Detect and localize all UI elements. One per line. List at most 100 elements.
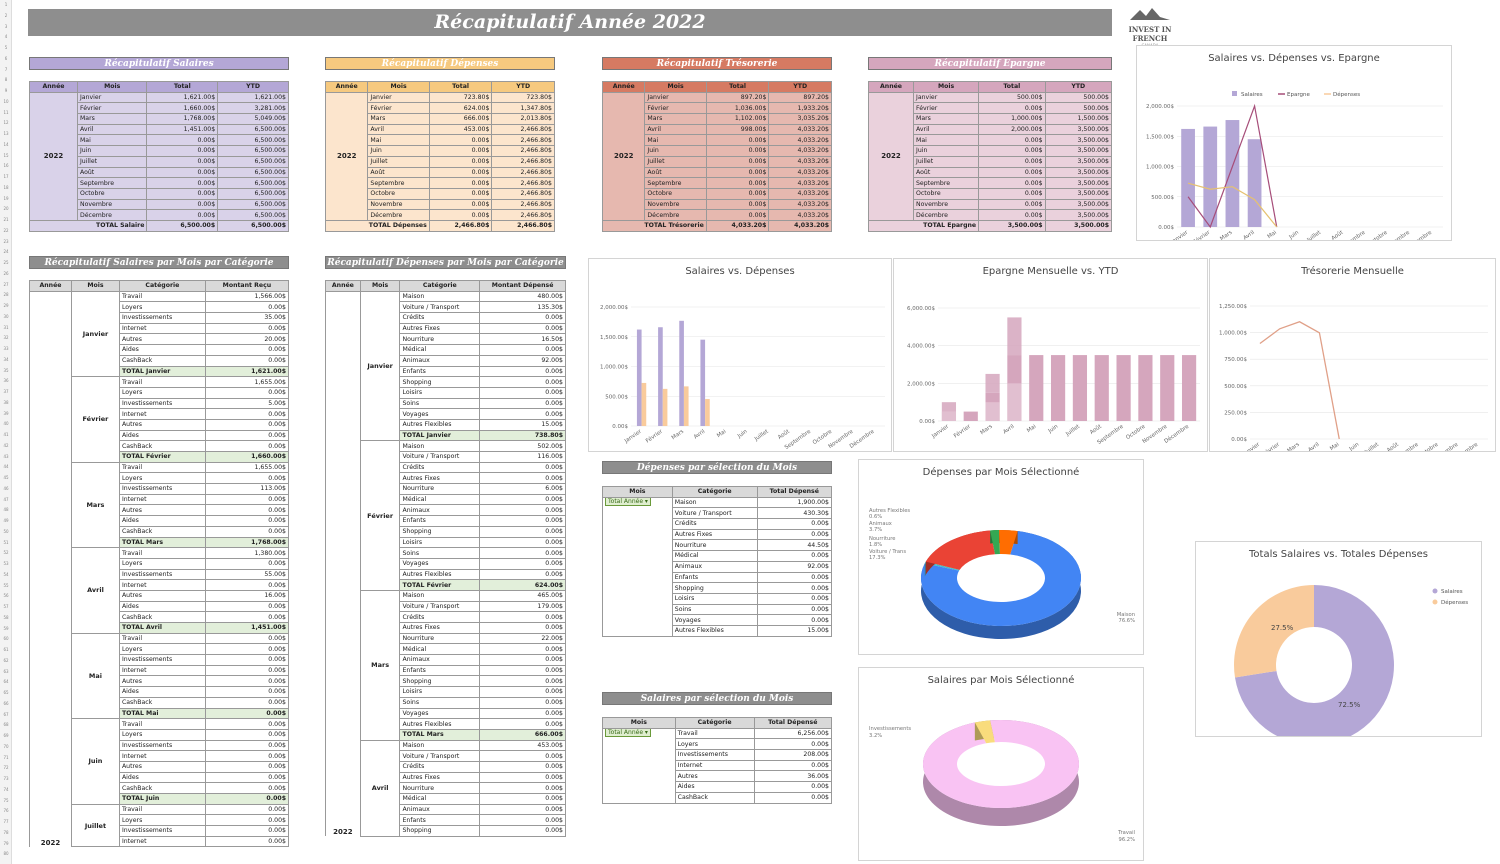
total-cell: 0.00$ — [978, 198, 1046, 211]
line-tresorerie[interactable] — [1259, 321, 1340, 440]
ytd-cell: 2,466.80$ — [491, 155, 555, 168]
month-cell: Juin — [70, 718, 120, 805]
total-cell: 0.00$ — [978, 187, 1046, 200]
category-cell: Autres Fixes — [399, 322, 481, 335]
bar-salaires[interactable] — [1225, 120, 1240, 227]
bar-depenses[interactable] — [641, 382, 647, 426]
total-row: TOTAL Salaire 6,500.00$ 6,500.00$ — [28, 219, 289, 232]
value-cell: 116.00$ — [479, 451, 566, 463]
category-cell: Animaux — [399, 654, 481, 666]
bar-salaire[interactable] — [700, 339, 706, 426]
slice-investissements[interactable] — [974, 720, 995, 744]
bar-ytd[interactable] — [1029, 355, 1044, 421]
section-title: Récapitulatif Dépenses — [325, 57, 555, 70]
x-tick-label: Mars — [1219, 230, 1233, 240]
total-cell: 0.00$ — [978, 145, 1046, 157]
column-header: Total — [705, 81, 770, 93]
month-cell: Juillet — [644, 155, 707, 168]
bar-ytd[interactable] — [1138, 355, 1153, 421]
slice-label: 76.6% — [1119, 618, 1136, 624]
bar-salaires[interactable] — [1247, 139, 1262, 227]
bar-ytd[interactable] — [1160, 355, 1175, 421]
column-header: Catégorie — [671, 486, 758, 498]
bar-depenses[interactable] — [683, 386, 689, 426]
chart-tresorerie-mensuelle[interactable]: Trésorerie Mensuelle 0.00$ 250.00$ 500.00$… — [1209, 258, 1496, 464]
bar-salaires[interactable] — [1181, 128, 1195, 227]
slice-salaires[interactable] — [1234, 585, 1394, 745]
chart-salaires-mois-selectionne[interactable]: Salaires par Mois Sélectionné Investisse… — [858, 667, 1144, 861]
year-cell: 2022 — [29, 290, 72, 847]
value-cell: 0.00$ — [479, 760, 566, 773]
total-cell: 0.00$ — [978, 134, 1046, 147]
value-cell: 0.00$ — [479, 686, 566, 698]
line-depenses[interactable] — [1187, 182, 1278, 228]
category-cell: Autres Flexibles — [399, 568, 481, 581]
slice-label: 3.7% — [869, 527, 882, 533]
month-cell: Mai — [912, 134, 980, 147]
slice-depenses[interactable] — [1234, 585, 1314, 678]
slice-voiture[interactable] — [925, 530, 996, 570]
bar-ytd[interactable] — [1050, 355, 1066, 421]
bar-salaire[interactable] — [658, 327, 663, 426]
table-row: Mars Travail 1,655.00$ — [30, 461, 290, 549]
salaires-selection-section: Salaires par sélection du Mois Mois Catég… — [602, 692, 832, 804]
x-tick-label: Février — [1192, 228, 1212, 240]
chart-totals-salaires-depenses[interactable]: Totals Salaires vs. Totales Dépenses 27.… — [1195, 541, 1482, 745]
bar-salaire[interactable] — [636, 329, 642, 426]
month-cell: Octobre — [367, 187, 430, 200]
value-cell: 0.00$ — [479, 825, 566, 837]
table-row: Autres Flexibles 15.00$ — [603, 624, 833, 637]
bar-mensuelle[interactable] — [1007, 317, 1022, 356]
x-tick-label: Juin — [1047, 423, 1060, 435]
row-number: 67 — [3, 711, 9, 717]
chart-salaires-depenses-epargne[interactable]: Salaires vs. Dépenses vs. Epargne Salair… — [1136, 45, 1452, 252]
category-cell: Investissements — [118, 654, 206, 666]
category-cell: Autres — [118, 675, 206, 688]
slice-travail[interactable] — [923, 720, 1079, 808]
bar-mensuelle[interactable] — [985, 373, 1000, 393]
total-row: TOTAL Epargne 3,500.00$ 3,500.00$ — [867, 219, 1113, 232]
row-number: 8 — [4, 77, 8, 83]
category-cell: Travail — [118, 547, 206, 559]
value-cell: 0.00$ — [204, 760, 290, 773]
header-row: Année Mois Catégorie Montant Reçu — [29, 280, 290, 292]
bar-depenses[interactable] — [662, 388, 668, 426]
slice-nourriture[interactable] — [990, 530, 1000, 555]
bar-ytd[interactable] — [1181, 355, 1197, 421]
month-selector[interactable]: Total Année ▾ — [605, 498, 651, 506]
value-cell: 0.00$ — [479, 408, 566, 420]
value-cell: 0.00$ — [204, 814, 290, 827]
slice-animaux[interactable] — [999, 530, 1018, 555]
x-tick-label: Août — [1330, 228, 1345, 240]
total-cell: 0.00$ — [978, 102, 1046, 115]
bar-depenses[interactable] — [705, 399, 710, 426]
bar-ytd[interactable] — [1094, 355, 1109, 421]
table-row: 2022 Janvier 1,621.00$ 1,621.00$ — [29, 91, 289, 221]
column-header: YTD — [1044, 81, 1113, 93]
total-cell: 0.00$ — [428, 145, 493, 157]
bar-salaires[interactable] — [1203, 126, 1218, 227]
chart-epargne-mensuelle-ytd[interactable]: Epargne Mensuelle vs. YTD 0.00$ 2,000.00$… — [893, 258, 1208, 462]
chart-salaires-depenses[interactable]: Salaires vs. Dépenses 0.00$ 500.00$ 1,000.… — [588, 258, 892, 462]
category-cell: CashBack — [118, 525, 206, 538]
total-row: TOTAL Janvier 1,621.00$ — [29, 365, 290, 378]
bar-ytd[interactable] — [963, 411, 978, 421]
category-cell: Nourriture — [671, 539, 758, 552]
line-epargne[interactable] — [1187, 103, 1278, 229]
bar-ytd[interactable] — [1116, 355, 1131, 421]
x-tick-label: Mai — [1267, 229, 1279, 240]
column-header: Catégorie — [674, 717, 755, 729]
category-cell: Autres Flexibles — [399, 718, 481, 730]
column-header: Année — [868, 81, 914, 93]
month-selector[interactable]: Total Année ▾ — [605, 729, 651, 737]
category-cell: Aides — [118, 515, 206, 527]
bar-mensuelle[interactable] — [941, 402, 957, 412]
row-number: 20 — [3, 206, 9, 212]
slice-maison[interactable] — [921, 531, 1081, 626]
bar-ytd[interactable] — [1072, 355, 1088, 421]
bar-salaire[interactable] — [679, 320, 684, 426]
slice-label: Nourriture — [869, 536, 896, 542]
chart-depenses-mois-selectionne[interactable]: Dépenses par Mois Sélectionné Autres Fle… — [858, 459, 1144, 655]
category-cell: Autres Fixes — [399, 622, 481, 634]
month-cell: Janvier — [359, 290, 401, 442]
